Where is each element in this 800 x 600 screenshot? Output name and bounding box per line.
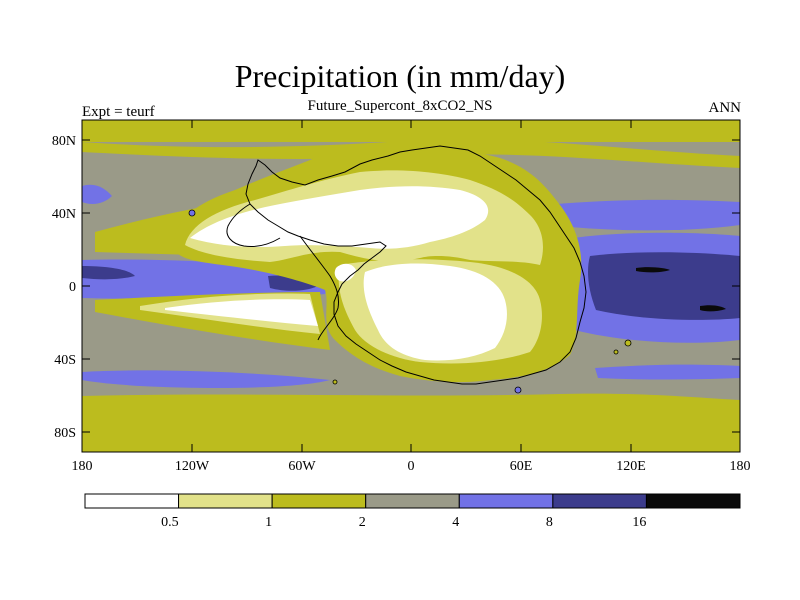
land-inlet <box>334 263 356 282</box>
x-tick-label: 0 <box>408 459 415 474</box>
island-3 <box>332 379 338 385</box>
y-tick-label: 0 <box>69 280 76 295</box>
colorbar-label: 16 <box>632 515 646 530</box>
x-tick-label: 180 <box>730 459 751 474</box>
land-white-north <box>190 186 489 249</box>
field-south-subtrop-white <box>165 299 318 326</box>
field-south-midlat-band <box>82 393 740 420</box>
field-north-polar <box>82 120 740 142</box>
x-tick-label: 120W <box>175 459 210 474</box>
y-tick-label: 40S <box>54 353 76 368</box>
colorbar-swatch <box>458 493 554 509</box>
x-tick-label: 60E <box>510 459 533 474</box>
map-field <box>82 120 740 452</box>
colorbar-label: 1 <box>265 515 272 530</box>
field-west-itcz-core <box>82 266 135 280</box>
land-coastline <box>245 145 587 385</box>
land-coastline-west <box>226 203 281 247</box>
field-se-storm <box>595 364 740 380</box>
season-label: ANN <box>708 100 742 116</box>
colorbar-swatch <box>552 493 647 509</box>
colorbar-label: 8 <box>546 515 553 530</box>
colorbar-label: 2 <box>359 515 366 530</box>
x-tick-label: 180 <box>72 459 93 474</box>
axis-ticks <box>81 120 740 452</box>
field-max-2 <box>700 305 726 312</box>
y-tick-label: 80N <box>52 134 76 149</box>
y-tick-label: 40N <box>52 207 76 222</box>
island-2 <box>613 349 619 355</box>
colorbar-swatch <box>84 493 180 509</box>
x-tick-label: 120E <box>616 459 646 474</box>
experiment-label: Expt = teurf <box>82 104 155 120</box>
plot-subtitle: Future_Supercont_8xCO2_NS <box>307 98 493 114</box>
colorbar: 0.5 1 2 4 8 16 <box>84 493 741 530</box>
colorbar-swatch <box>645 493 741 509</box>
colorbar-label: 0.5 <box>161 515 179 530</box>
field-max-1 <box>636 267 670 273</box>
field-nw-storm <box>82 184 112 204</box>
island-5 <box>188 209 196 217</box>
land-coastline-gulf <box>299 235 339 341</box>
x-tick-label: 60W <box>288 459 316 474</box>
y-tick-label: 80S <box>54 426 76 441</box>
colorbar-swatch <box>178 493 273 509</box>
island-4 <box>514 386 522 394</box>
plot-title: Precipitation (in mm/day) <box>234 58 566 94</box>
land-white-south <box>363 263 507 361</box>
colorbar-swatch <box>271 493 367 509</box>
field-ne-storm <box>545 199 740 231</box>
colorbar-swatch <box>365 493 460 509</box>
colorbar-label: 4 <box>452 515 459 530</box>
island-1 <box>624 339 632 347</box>
field-sw-storm <box>82 370 330 388</box>
field-east-itcz-core <box>588 252 740 320</box>
